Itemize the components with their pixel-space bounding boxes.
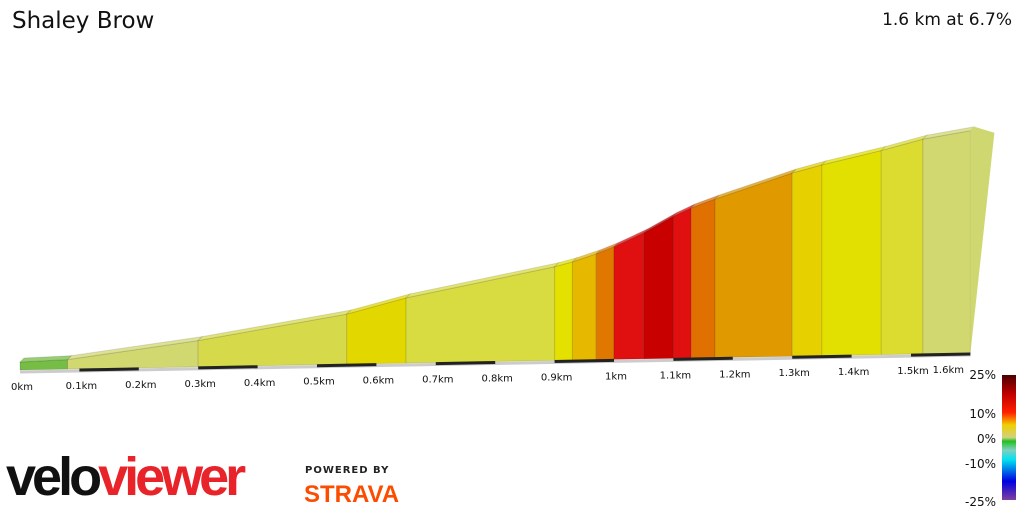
gradient-segment xyxy=(821,149,882,357)
axis-band xyxy=(316,363,377,368)
powered-by-label: POWERED BY xyxy=(305,465,390,476)
gradient-segment xyxy=(791,164,823,357)
gradient-segment xyxy=(643,215,674,360)
axis-band xyxy=(910,352,971,357)
gradient-segment xyxy=(595,245,615,361)
veloviewer-logo: veloviewer xyxy=(6,447,246,507)
gradient-segment xyxy=(714,172,793,359)
x-tick-label: 1km xyxy=(605,371,627,382)
legend-label: 0% xyxy=(977,432,996,446)
x-tick-label: 0.4km xyxy=(244,378,275,389)
x-tick-label: 0.1km xyxy=(66,381,97,392)
gradient-segment xyxy=(690,198,716,359)
legend-label: -25% xyxy=(965,495,996,509)
x-tick-label: 0.9km xyxy=(541,372,572,383)
axis-band xyxy=(554,358,615,363)
x-tick-label: 0.2km xyxy=(125,380,156,391)
gradient-segment xyxy=(922,130,971,355)
axis-band xyxy=(79,367,139,372)
strava-logo: STRAVA xyxy=(304,481,400,508)
profile-end-face xyxy=(970,126,995,354)
x-tick-label: 1.5km xyxy=(897,366,928,377)
x-tick-label: 0.5km xyxy=(303,377,334,388)
x-tick-label: 1.1km xyxy=(660,370,691,381)
x-tick-label: 1.4km xyxy=(838,367,869,378)
x-tick-label: 1.3km xyxy=(778,368,809,379)
gradient-segment xyxy=(571,253,597,361)
x-tick-label: 0.8km xyxy=(481,374,512,385)
x-tick-label: 1.2km xyxy=(719,369,750,380)
gradient-segment xyxy=(672,207,692,359)
gradient-segment xyxy=(197,313,348,368)
gradient-segment xyxy=(613,232,645,360)
axis-band xyxy=(435,361,496,366)
x-tick-label: 0.3km xyxy=(184,379,215,390)
axis-band xyxy=(792,354,852,359)
gradient-legend-bar xyxy=(1002,375,1016,500)
gradient-segment xyxy=(880,138,924,356)
axis-band xyxy=(673,356,733,361)
legend-label: 10% xyxy=(969,407,996,421)
gradient-segment xyxy=(346,297,407,365)
segment-title: Shaley Brow xyxy=(12,8,155,34)
x-tick-label: 0km xyxy=(11,382,33,393)
legend-label: 25% xyxy=(969,368,996,382)
x-tick-label: 0.6km xyxy=(363,376,394,387)
x-tick-label: 1.6km xyxy=(933,365,964,376)
segment-summary: 1.6 km at 6.7% xyxy=(882,10,1012,30)
legend-label: -10% xyxy=(965,457,996,471)
gradient-segment xyxy=(554,261,573,361)
axis-band xyxy=(198,365,258,370)
x-tick-label: 0.7km xyxy=(422,375,453,386)
